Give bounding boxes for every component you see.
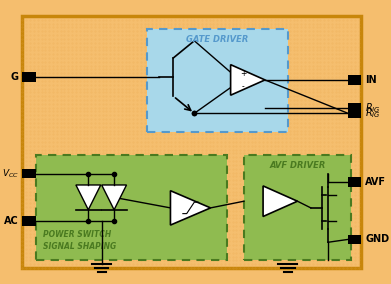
Polygon shape [102,185,127,210]
Text: G: G [11,72,19,82]
Text: AC: AC [4,216,19,226]
FancyBboxPatch shape [36,155,227,260]
Text: +: + [240,69,246,78]
Bar [22,72,36,82]
FancyBboxPatch shape [244,155,351,260]
Bar [348,108,361,118]
Text: IN: IN [365,75,377,85]
Bar [22,169,36,178]
Text: $R_{IG}$: $R_{IG}$ [365,106,381,120]
Bar [348,177,361,187]
Polygon shape [263,186,298,216]
Bar [22,216,36,226]
Polygon shape [231,65,265,95]
FancyBboxPatch shape [147,29,288,132]
Bar [348,103,361,112]
Text: POWER SWITCH: POWER SWITCH [43,230,112,239]
Bar [348,75,361,85]
Text: -: - [242,82,244,91]
Text: GATE DRIVER: GATE DRIVER [186,35,248,44]
Text: $V_{CC}$: $V_{CC}$ [2,167,19,180]
Bar [348,235,361,244]
Text: AVF: AVF [365,177,386,187]
Text: $R_{IG}$: $R_{IG}$ [365,101,381,114]
Text: GND: GND [365,234,389,245]
Text: SIGNAL SHAPING: SIGNAL SHAPING [43,242,117,251]
Polygon shape [170,191,211,225]
Text: AVF DRIVER: AVF DRIVER [269,161,326,170]
Polygon shape [76,185,101,210]
